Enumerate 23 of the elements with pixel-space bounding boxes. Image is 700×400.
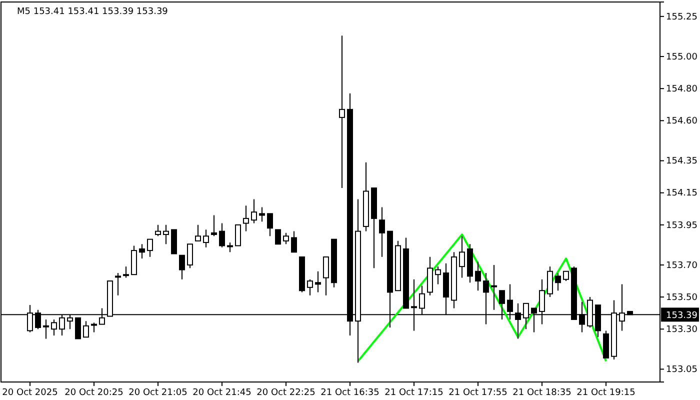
y-tick-label: 153.50 (666, 292, 698, 303)
y-tick-label: 153.70 (666, 260, 698, 271)
x-tick-label: 21 Oct 17:15 (384, 388, 444, 398)
x-tick-label: 21 Oct 18:35 (512, 388, 572, 398)
x-tick-label: 20 Oct 2025 (2, 388, 58, 398)
x-tick-label: 21 Oct 19:15 (576, 388, 636, 398)
y-tick-label: 153.95 (666, 220, 698, 231)
x-tick-label: 20 Oct 22:25 (256, 388, 316, 398)
y-tick-label: 155.25 (666, 12, 698, 22)
x-tick-label: 21 Oct 17:55 (448, 388, 508, 398)
x-tick-label: 20 Oct 21:45 (192, 388, 252, 398)
y-tick-label: 154.80 (666, 84, 698, 94)
y-tick-label: 154.35 (666, 156, 698, 167)
x-tick-label: 21 Oct 16:35 (320, 388, 380, 398)
y-tick-label: 154.15 (666, 188, 698, 199)
x-tick-label: 20 Oct 20:25 (64, 388, 124, 398)
y-tick-label: 155.00 (666, 52, 698, 62)
text: M5 153.41 153.41 153.39 153.39 (17, 7, 168, 17)
y-tick-label: 153.30 (666, 324, 698, 335)
y-tick-label: 153.05 (666, 365, 698, 376)
ref-line-label: 153.39 (666, 311, 698, 322)
y-tick-label: 154.60 (666, 116, 698, 127)
x-tick-label: 20 Oct 21:05 (128, 388, 188, 398)
